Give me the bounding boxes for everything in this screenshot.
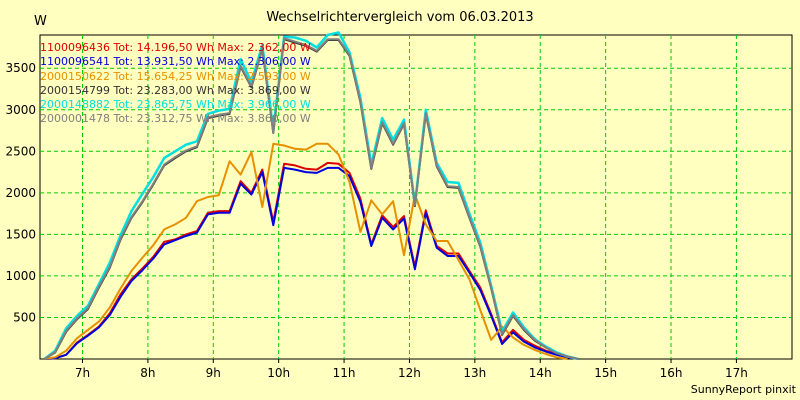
series-lines xyxy=(43,31,579,361)
y-tick-label: 3000 xyxy=(5,103,36,117)
series-line-2 xyxy=(44,166,579,360)
x-tick-label: 8h xyxy=(140,366,155,380)
plot-area-border xyxy=(39,34,793,360)
x-tick-label: 16h xyxy=(660,366,683,380)
x-tick-label: 10h xyxy=(267,366,290,380)
x-tick-label: 9h xyxy=(206,366,221,380)
y-axis-unit: W xyxy=(34,14,47,29)
series-line-1 xyxy=(44,161,579,360)
legend-item-4: 2000154799 Tot: 23.283,00 Wh Max: 3.869,… xyxy=(40,83,311,97)
x-tick-label: 13h xyxy=(463,366,486,380)
series-line-6 xyxy=(43,37,579,360)
y-tick-label: 3500 xyxy=(5,61,36,75)
x-tick-label: 15h xyxy=(594,366,617,380)
y-tick-label: 1500 xyxy=(5,227,36,241)
y-tick-label: 1000 xyxy=(5,269,36,283)
legend-item-5: 2000148882 Tot: 23.865,75 Wh Max: 3.966,… xyxy=(40,98,311,112)
y-axis-ticks: 500 1000 1500 2000 2500 3000 3500 xyxy=(5,61,36,324)
x-tick-label: 14h xyxy=(529,366,552,380)
legend: 1100096436 Tot: 14.196,50 Wh Max: 2.362,… xyxy=(40,41,311,127)
credit-label: SunnyReport pinxit xyxy=(690,383,796,396)
x-tick-label: 7h xyxy=(75,366,90,380)
y-tick-label: 2000 xyxy=(5,186,36,200)
x-axis-ticks: 7h 8h 9h 10h 11h 12h 13h 14h 15h 16h 17h xyxy=(75,359,748,380)
series-line-3 xyxy=(44,142,568,360)
x-tick-label: 12h xyxy=(398,366,421,380)
legend-item-2: 1100096541 Tot: 13.931,50 Wh Max: 2.306,… xyxy=(40,55,311,69)
chart-title: Wechselrichtervergleich vom 06.03.2013 xyxy=(266,10,534,25)
y-tick-label: 2500 xyxy=(5,144,36,158)
legend-item-6: 2000001478 Tot: 23.312,75 Wh Max: 3.860,… xyxy=(40,112,311,126)
legend-item-3: 2000150622 Tot: 15.654,25 Wh Max: 2.593,… xyxy=(40,69,311,83)
legend-item-1: 1100096436 Tot: 14.196,50 Wh Max: 2.362,… xyxy=(40,41,311,54)
y-tick-label: 500 xyxy=(13,310,36,324)
x-tick-label: 17h xyxy=(725,366,748,380)
x-tick-label: 11h xyxy=(333,366,356,380)
